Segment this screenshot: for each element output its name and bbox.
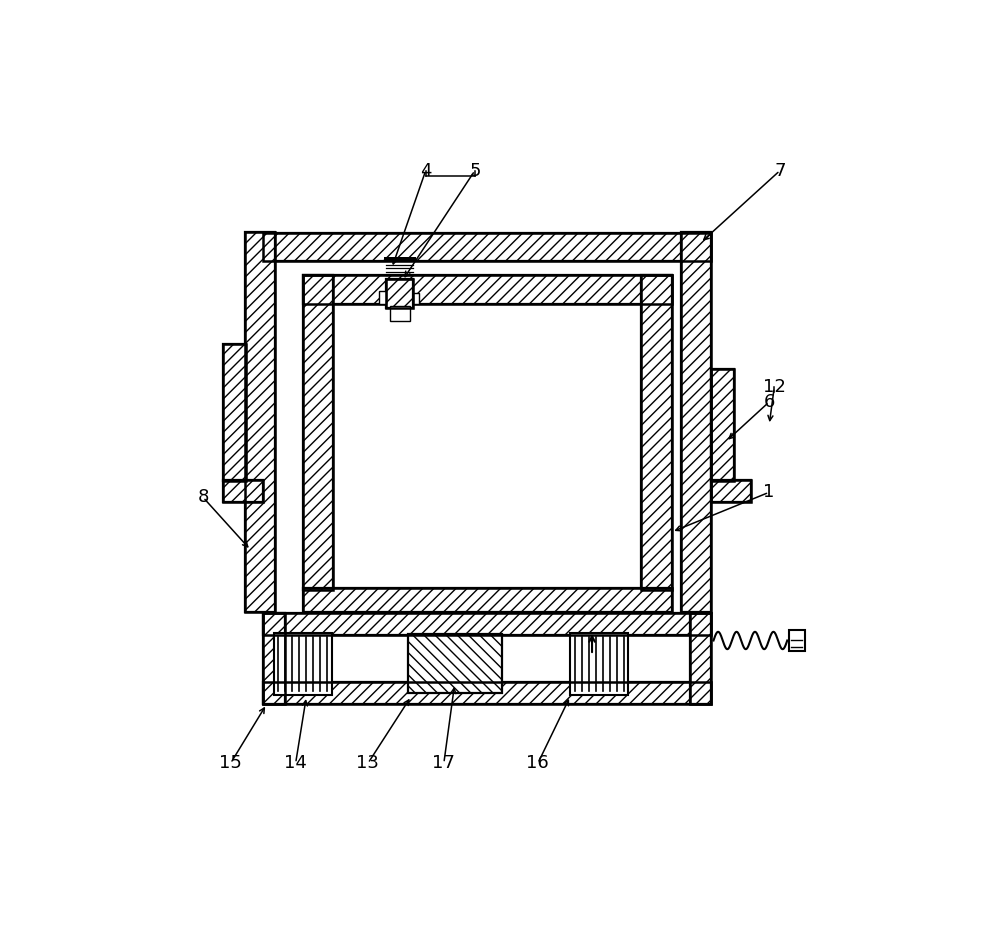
Bar	[333, 304, 641, 589]
Text: 6: 6	[763, 393, 775, 411]
Bar	[263, 613, 711, 635]
Bar	[263, 613, 285, 704]
Bar	[263, 613, 711, 635]
Text: 8: 8	[197, 488, 209, 506]
Bar	[413, 293, 419, 304]
Bar	[681, 232, 711, 611]
Bar	[303, 275, 333, 590]
Text: 16: 16	[526, 754, 549, 773]
Text: 15: 15	[219, 754, 242, 773]
Text: 14: 14	[284, 754, 307, 773]
Bar	[711, 369, 734, 482]
Bar	[274, 633, 332, 695]
Bar	[263, 683, 711, 704]
Bar	[711, 369, 734, 482]
Bar	[223, 344, 246, 482]
Bar	[384, 257, 416, 262]
Bar	[789, 630, 805, 652]
Bar	[379, 291, 386, 304]
Bar	[303, 589, 672, 611]
Bar	[570, 633, 628, 695]
Bar	[263, 234, 711, 261]
Bar	[303, 589, 672, 611]
Bar	[690, 613, 711, 704]
Bar	[263, 234, 711, 261]
Bar	[303, 275, 672, 304]
Bar	[245, 232, 275, 611]
Bar	[641, 275, 672, 590]
Text: 4: 4	[420, 162, 431, 179]
Bar	[263, 613, 285, 704]
Bar	[303, 275, 672, 304]
Text: 7: 7	[774, 162, 786, 179]
Text: 12: 12	[763, 378, 786, 396]
Bar	[285, 635, 690, 683]
Bar	[223, 480, 263, 501]
Bar	[390, 306, 410, 321]
Bar	[681, 232, 711, 611]
Bar	[223, 480, 263, 501]
Bar	[223, 344, 246, 482]
Bar	[263, 683, 711, 704]
Text: 13: 13	[356, 754, 379, 773]
Text: 17: 17	[432, 754, 455, 773]
Bar	[641, 275, 672, 590]
Bar	[690, 613, 711, 704]
Bar	[386, 279, 413, 308]
Text: 5: 5	[469, 162, 481, 179]
Bar	[711, 480, 751, 501]
Bar	[711, 480, 751, 501]
Bar	[245, 232, 275, 611]
Bar	[408, 634, 502, 693]
Bar	[303, 275, 333, 590]
Text: 1: 1	[763, 484, 775, 501]
Bar	[386, 279, 413, 308]
